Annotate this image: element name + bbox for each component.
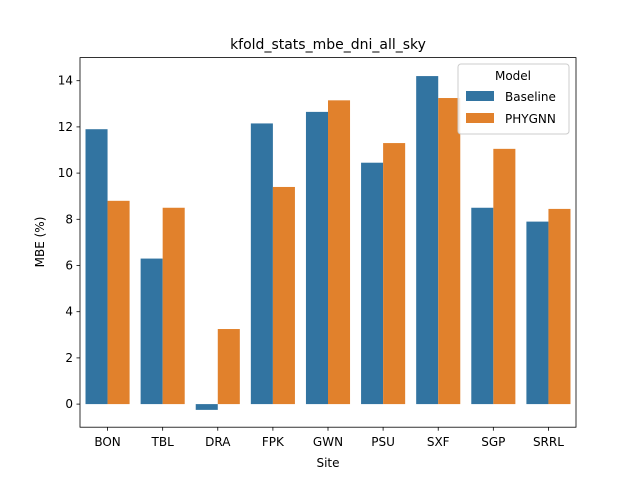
x-tick-label: DRA [205, 435, 231, 449]
y-tick-label: 0 [65, 397, 73, 411]
bar-baseline-psu [361, 162, 384, 405]
bars-layer [85, 76, 571, 410]
bar-baseline-sgp [471, 207, 494, 405]
legend-label-baseline: Baseline [505, 90, 556, 104]
x-tick-label: SGP [481, 435, 505, 449]
x-tick-label: FPK [262, 435, 285, 449]
legend: Model Baseline PHYGNN [457, 63, 570, 135]
y-tick-label: 4 [65, 305, 73, 319]
x-axis-label: Site [316, 456, 339, 470]
bar-baseline-tbl [140, 258, 163, 405]
bar-baseline-sxf [416, 76, 439, 405]
bar-phygnn-tbl [162, 207, 185, 405]
y-tick-label: 6 [65, 259, 73, 273]
bar-phygnn-dra [217, 329, 240, 405]
x-tick-label: GWN [313, 435, 343, 449]
bar-phygnn-gwn [328, 100, 351, 405]
bar-phygnn-sgp [493, 148, 516, 405]
y-tick-label: 12 [58, 120, 73, 134]
x-tick-label: SRRL [533, 435, 564, 449]
bar-phygnn-fpk [272, 186, 295, 405]
y-tick-label: 14 [58, 74, 73, 88]
bar-baseline-bon [85, 129, 108, 405]
bar-baseline-gwn [305, 111, 328, 405]
y-tick-label: 2 [65, 351, 73, 365]
x-axis: BON TBL DRA FPK GWN PSU SXF SGP SRRL [94, 427, 564, 449]
bar-phygnn-sxf [438, 98, 461, 405]
bar-baseline-dra [195, 404, 218, 410]
x-tick-label: TBL [151, 435, 175, 449]
legend-title: Model [495, 69, 531, 83]
x-tick-label: PSU [371, 435, 395, 449]
y-axis-label: MBE (%) [33, 217, 47, 268]
x-tick-label: SXF [427, 435, 450, 449]
bar-phygnn-srrl [548, 208, 571, 405]
legend-swatch-phygnn [466, 113, 494, 123]
y-axis: 0 2 4 6 8 10 12 14 [58, 74, 80, 411]
legend-swatch-baseline [466, 91, 494, 101]
bar-baseline-srrl [526, 221, 549, 405]
bar-phygnn-bon [107, 200, 130, 405]
legend-label-phygnn: PHYGNN [505, 112, 556, 126]
chart-title: kfold_stats_mbe_dni_all_sky [230, 37, 426, 53]
y-tick-label: 8 [65, 212, 73, 226]
bar-phygnn-psu [383, 143, 406, 405]
plot-frame [79, 57, 577, 428]
x-tick-label: BON [94, 435, 120, 449]
bar-baseline-fpk [250, 123, 273, 405]
y-tick-label: 10 [58, 166, 73, 180]
